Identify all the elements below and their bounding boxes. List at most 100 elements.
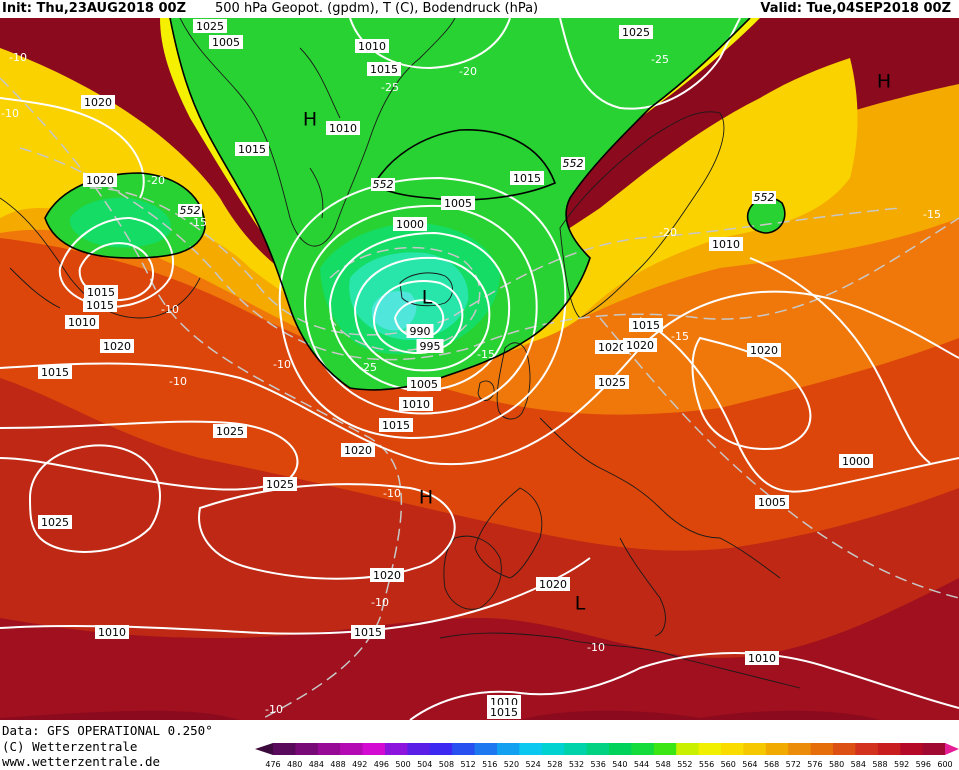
credits-block: Data: GFS OPERATIONAL 0.250° (C) Wetterz… bbox=[2, 723, 213, 770]
isobar-1015-north bbox=[559, 18, 741, 110]
svg-text:1005: 1005 bbox=[410, 378, 438, 391]
colorbar-tick-label: 588 bbox=[872, 760, 887, 769]
isobar-995 bbox=[373, 280, 464, 354]
colorbar-tick-label: 564 bbox=[742, 760, 757, 769]
svg-text:1020: 1020 bbox=[344, 444, 372, 457]
colorbar-tick-label: 592 bbox=[894, 760, 909, 769]
colorbar-segment bbox=[788, 743, 812, 755]
low-pressure-center: L bbox=[422, 287, 433, 309]
colorbar-segment bbox=[340, 743, 364, 755]
temperature-label: -25 bbox=[359, 361, 377, 374]
colorbar-segment bbox=[900, 743, 924, 755]
height-label: 552 bbox=[178, 204, 202, 217]
colorbar-segment bbox=[385, 743, 408, 755]
pressure-label: 1020 bbox=[83, 173, 117, 187]
colorbar-tick-label: 572 bbox=[786, 760, 801, 769]
chart-title: 500 hPa Geopot. (gpdm), T (C), Bodendruc… bbox=[215, 1, 539, 16]
svg-text:-15: -15 bbox=[189, 216, 207, 229]
colorbar-tick-label: 480 bbox=[287, 760, 302, 769]
colorbar-segment bbox=[810, 743, 834, 755]
colorbar-segment bbox=[407, 743, 431, 755]
pressure-label: 1010 bbox=[399, 397, 433, 411]
pressure-label: 1025 bbox=[619, 25, 653, 39]
svg-text:-10: -10 bbox=[1, 107, 19, 120]
valid-time: Valid: Tue,04SEP2018 00Z bbox=[760, 1, 951, 16]
svg-text:-25: -25 bbox=[651, 53, 669, 66]
height-labels: 552 552 552 552 bbox=[178, 157, 776, 217]
colorbar-segment bbox=[586, 743, 610, 755]
pressure-label: 1020 bbox=[536, 577, 570, 591]
temperature-label: -10 bbox=[371, 596, 389, 609]
temperature-label: -15 bbox=[923, 208, 941, 221]
svg-text:-10: -10 bbox=[383, 487, 401, 500]
colorbar-tick-label: 540 bbox=[612, 760, 627, 769]
temperature-label: -20 bbox=[147, 174, 165, 187]
isobar-1010 bbox=[303, 204, 538, 415]
isobar-1005 bbox=[328, 231, 511, 392]
colorbar-tick-label: 532 bbox=[569, 760, 584, 769]
temperature-label: -25 bbox=[381, 81, 399, 94]
temperature-label: -20 bbox=[659, 226, 677, 239]
italy-coast bbox=[619, 537, 666, 637]
temperature-label: -10 bbox=[587, 641, 605, 654]
pressure-labels: 1005 101010151015102010101015100510009909… bbox=[38, 19, 873, 719]
isotherm-minus25 bbox=[329, 246, 481, 352]
svg-text:1020: 1020 bbox=[598, 341, 626, 354]
svg-text:-25: -25 bbox=[359, 361, 377, 374]
colorbar-segment bbox=[855, 743, 879, 755]
colorbar-tick-label: 520 bbox=[504, 760, 519, 769]
pressure-label: 1005 bbox=[441, 196, 475, 210]
isobar-1010-east bbox=[749, 257, 931, 464]
svg-text:1000: 1000 bbox=[842, 455, 870, 468]
svg-text:1010: 1010 bbox=[358, 40, 386, 53]
temperature-isotherms bbox=[0, 77, 959, 720]
pressure-label: 1005 bbox=[755, 495, 789, 509]
svg-text:-20: -20 bbox=[659, 226, 677, 239]
pressure-label: 1020 bbox=[747, 343, 781, 357]
isobar-1020-west bbox=[0, 97, 145, 199]
colorbar-segment bbox=[631, 743, 655, 755]
pressure-label: 1010 bbox=[745, 651, 779, 665]
colorbar-segment bbox=[721, 743, 744, 755]
isobar-1015-east bbox=[639, 317, 959, 493]
high-pressure-center: H bbox=[303, 109, 317, 131]
svg-text:1000: 1000 bbox=[396, 218, 424, 231]
svg-text:-10: -10 bbox=[9, 51, 27, 64]
colorbar-segment bbox=[497, 743, 520, 755]
height-label: 552 bbox=[371, 178, 395, 191]
svg-text:995: 995 bbox=[420, 340, 441, 353]
colorbar-tick-label: 556 bbox=[699, 760, 714, 769]
isobar-1005-west bbox=[58, 216, 175, 308]
colorbar-tick-label: 476 bbox=[265, 760, 280, 769]
colorbar-tick-label: 576 bbox=[807, 760, 822, 769]
colorbar-tick-label: 600 bbox=[937, 760, 952, 769]
colorbar-tick-label: 596 bbox=[916, 760, 931, 769]
pressure-label: 1010 bbox=[709, 237, 743, 251]
colorbar-segment bbox=[743, 743, 767, 755]
temperature-label: -25 bbox=[651, 53, 669, 66]
pressure-label: 1015 bbox=[367, 62, 401, 76]
svg-text:-10: -10 bbox=[587, 641, 605, 654]
height-band-540-west bbox=[69, 197, 171, 248]
svg-text:1015: 1015 bbox=[513, 172, 541, 185]
colorbar-tick-label: 528 bbox=[547, 760, 562, 769]
pressure-label: 1015 bbox=[351, 625, 385, 639]
colorbar-arrow-left bbox=[255, 743, 273, 755]
colorbar-segment bbox=[452, 743, 476, 755]
temperature-label: -10 bbox=[9, 51, 27, 64]
isobar-1025-mid bbox=[0, 420, 299, 491]
svg-text:-15: -15 bbox=[671, 330, 689, 343]
isobar-1025-loop bbox=[28, 444, 161, 553]
colorbar-tick-label: 536 bbox=[591, 760, 606, 769]
svg-text:1015: 1015 bbox=[370, 63, 398, 76]
isobar-1020-europe bbox=[691, 336, 812, 450]
coastline-layer bbox=[0, 18, 801, 689]
isotherm-minus10 bbox=[0, 77, 403, 720]
pressure-label: 1025 bbox=[38, 515, 72, 529]
pressure-label: 1020 bbox=[623, 338, 657, 352]
svg-text:1005: 1005 bbox=[758, 496, 786, 509]
pressure-label: 1020 bbox=[341, 443, 375, 457]
isobar-1025-ridge bbox=[198, 483, 456, 580]
temperature-label: -20 bbox=[459, 65, 477, 78]
svg-text:552: 552 bbox=[180, 204, 201, 217]
